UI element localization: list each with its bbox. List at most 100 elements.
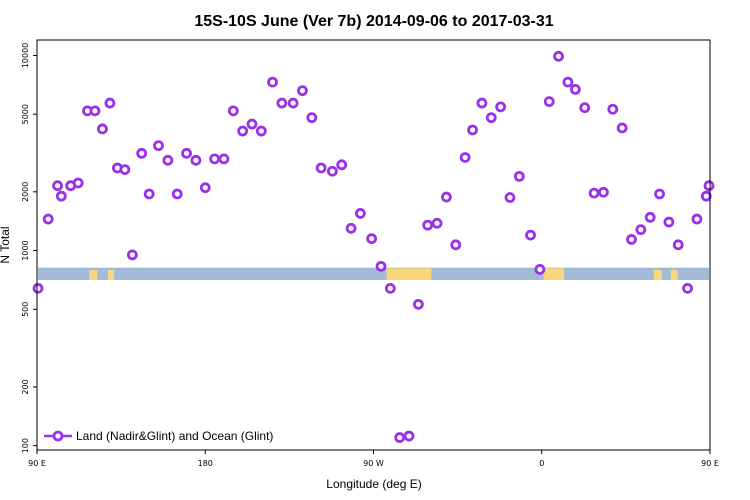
data-point [654, 188, 665, 200]
data-point [162, 154, 174, 166]
x-axis-label: Longitude (deg E) [326, 477, 421, 491]
data-point [366, 233, 378, 245]
data-point [136, 147, 148, 159]
ocean-land-band [38, 267, 709, 280]
data-point [700, 190, 712, 202]
data-point [52, 180, 63, 192]
data-point [543, 96, 555, 108]
data-point [485, 112, 497, 124]
data-point [570, 83, 581, 95]
plot-frame [36, 39, 711, 451]
data-point [55, 190, 67, 202]
data-point [703, 180, 715, 192]
data-point [153, 140, 164, 152]
data-point [276, 97, 288, 109]
data-point [72, 177, 84, 189]
x-tick-label: 90 E [701, 459, 719, 468]
data-point [218, 153, 230, 165]
data-point [626, 234, 637, 245]
data-point [513, 170, 525, 182]
data-point [297, 85, 308, 97]
data-point [42, 213, 54, 225]
legend: Land (Nadir&Glint) and Ocean (Glint) [44, 429, 273, 443]
data-point [287, 97, 299, 109]
data-point [104, 97, 116, 109]
data-point [355, 208, 366, 219]
data-point [412, 298, 424, 310]
data-point [663, 216, 675, 228]
data-point [562, 76, 574, 88]
data-point [237, 125, 249, 137]
data-point [441, 191, 452, 203]
y-tick-label: 10000 [21, 43, 30, 68]
data-point [691, 213, 703, 225]
data-point [119, 164, 131, 175]
data-point [616, 122, 628, 134]
y-axis: 100 200 500 1000 2000 5000 10000 [21, 43, 37, 453]
data-point [255, 125, 267, 137]
data-point [375, 260, 387, 272]
y-axis-label: N Total [0, 226, 12, 263]
y-tick-label: 500 [21, 302, 30, 317]
data-point [89, 105, 101, 117]
data-point [431, 217, 443, 229]
data-point [246, 118, 258, 130]
data-point [143, 188, 155, 200]
data-point [598, 186, 609, 198]
x-tick-label: 90 W [363, 459, 384, 468]
land-band [543, 268, 565, 280]
data-points [32, 50, 715, 443]
land-sliver [653, 270, 662, 280]
data-point [345, 222, 357, 234]
data-point [315, 162, 327, 174]
data-point [450, 239, 462, 251]
data-point [227, 105, 239, 117]
data-point [190, 154, 202, 166]
x-tick-label: 180 [198, 459, 213, 468]
data-point [171, 188, 183, 200]
data-point [199, 182, 211, 194]
data-point [267, 76, 278, 88]
data-point [181, 147, 192, 159]
land-sliver [108, 270, 115, 280]
data-point [635, 224, 647, 236]
data-point [525, 229, 536, 241]
data-point [476, 97, 488, 109]
ocean-band [38, 268, 709, 280]
y-tick-label: 5000 [21, 104, 30, 124]
data-point [588, 187, 600, 199]
land-sliver [89, 270, 98, 280]
data-point [504, 192, 516, 203]
land-sliver [670, 270, 678, 280]
data-point [384, 282, 396, 294]
land-band [386, 268, 432, 280]
data-point [126, 249, 138, 261]
data-point [209, 153, 220, 165]
y-tick-label: 100 [21, 438, 30, 453]
data-point [336, 159, 348, 171]
data-point [495, 101, 507, 113]
data-point [459, 152, 471, 163]
data-point [32, 282, 44, 294]
data-point [403, 430, 415, 442]
data-point [607, 103, 619, 115]
data-point [467, 124, 478, 136]
x-axis: 90 E 180 90 W 0 90 E [28, 450, 719, 468]
data-point [97, 123, 108, 135]
legend-marker [52, 430, 64, 442]
data-point [553, 50, 564, 62]
data-point [422, 219, 434, 231]
data-point [394, 432, 406, 443]
data-point [579, 102, 591, 114]
data-point [534, 264, 546, 275]
y-tick-label: 1000 [21, 240, 30, 260]
data-point [682, 282, 693, 294]
x-tick-label: 90 E [28, 459, 46, 468]
x-tick-label: 0 [539, 459, 544, 468]
chart-title: 15S-10S June (Ver 7b) 2014-09-06 to 2017… [194, 13, 553, 30]
y-tick-label: 200 [21, 379, 30, 394]
data-point [306, 112, 318, 124]
legend-label: Land (Nadir&Glint) and Ocean (Glint) [76, 429, 273, 443]
